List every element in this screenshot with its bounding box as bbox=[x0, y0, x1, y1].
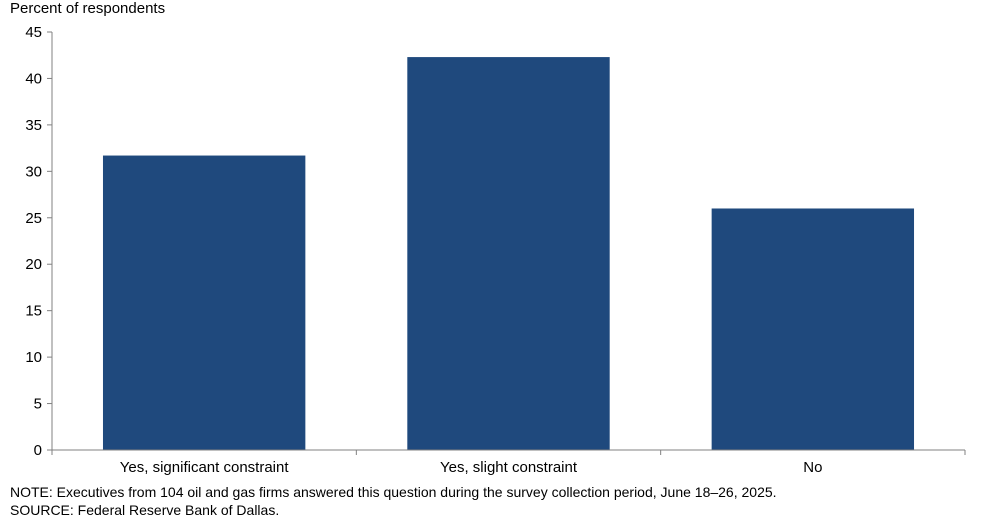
y-axis-label: Percent of respondents bbox=[10, 0, 166, 17]
y-tick-label: 30 bbox=[25, 163, 42, 180]
y-tick-label: 20 bbox=[25, 256, 42, 273]
y-axis-ticks: 0 5 10 15 20 25 30 35 40 45 bbox=[25, 24, 52, 459]
y-tick-label: 45 bbox=[25, 24, 42, 41]
y-tick-label: 5 bbox=[34, 396, 42, 413]
y-tick-label: 25 bbox=[25, 210, 42, 227]
footnote-source: SOURCE: Federal Reserve Bank of Dallas. bbox=[10, 502, 280, 518]
x-axis-tick-labels: Yes, significant constraint Yes, slight c… bbox=[51, 450, 966, 476]
bar bbox=[407, 57, 610, 450]
bar bbox=[102, 155, 306, 450]
y-tick-label: 40 bbox=[25, 70, 42, 87]
y-tick-label: 15 bbox=[25, 303, 42, 320]
y-tick-label: 35 bbox=[25, 117, 42, 134]
y-tick-label: 10 bbox=[25, 349, 42, 366]
bar bbox=[711, 208, 915, 450]
y-tick-label: 0 bbox=[34, 442, 42, 459]
x-tick-label: Yes, slight constraint bbox=[440, 459, 578, 476]
bar-chart: 0 5 10 15 20 25 30 35 40 45 Yes, significant cons… bbox=[25, 24, 966, 476]
footnote-note: NOTE: Executives from 104 oil and gas fi… bbox=[10, 484, 777, 500]
x-tick-label: Yes, significant constraint bbox=[120, 459, 290, 476]
bars bbox=[102, 57, 915, 450]
x-tick-label: No bbox=[803, 459, 822, 476]
